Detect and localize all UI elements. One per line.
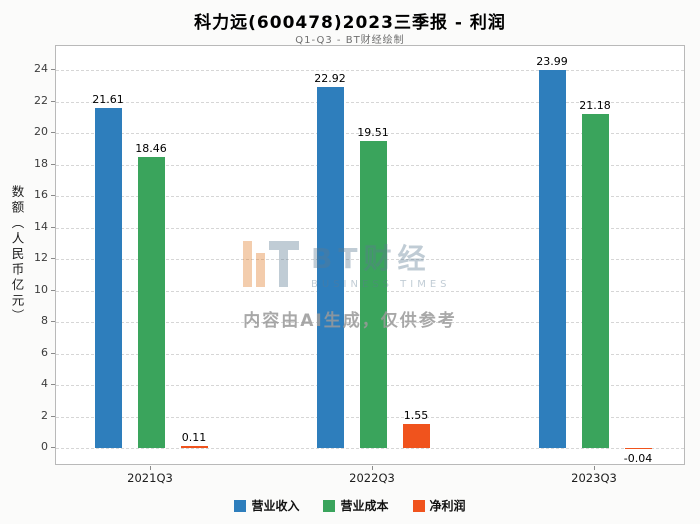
revenue-bar-2021Q3 — [94, 107, 122, 448]
legend-swatch-revenue-icon — [234, 499, 247, 512]
y-tick-label: 12 — [34, 251, 48, 264]
gridline — [56, 101, 684, 103]
x-tick-mark-icon — [150, 466, 151, 470]
x-tick-label: 2023Q3 — [571, 471, 617, 485]
y-tick-mark-icon — [51, 163, 55, 165]
y-tick-mark-icon — [51, 321, 55, 322]
bar-value-label: 21.18 — [579, 99, 611, 113]
y-tick-mark-icon — [51, 447, 55, 448]
y-tick-mark-icon — [51, 258, 55, 259]
bar-value-label: -0.04 — [623, 452, 653, 465]
net-profit-bar-2023Q3 — [624, 448, 652, 449]
bar-value-label: 1.55 — [403, 408, 429, 422]
y-tick-label: 2 — [41, 408, 48, 422]
y-tick-label: 10 — [34, 282, 48, 296]
legend-swatch-net-profit-icon — [412, 499, 425, 512]
y-tick-label: 8 — [41, 314, 48, 327]
x-tick-label: 2022Q3 — [349, 471, 395, 485]
legend-swatch-cost-icon — [323, 499, 336, 512]
gridline — [56, 70, 684, 71]
y-tick-mark-icon — [51, 415, 55, 417]
cost-bar-2023Q3 — [581, 114, 609, 448]
x-tick-label: 2021Q3 — [127, 471, 173, 485]
gridline — [56, 133, 684, 134]
y-tick-label: 0 — [41, 440, 48, 453]
y-tick-mark-icon — [51, 195, 55, 196]
cost-bar-2021Q3 — [137, 157, 165, 448]
legend-item-cost: 营业成本 — [323, 497, 389, 514]
bar-value-label: 19.51 — [357, 125, 389, 139]
y-tick-mark-icon — [51, 100, 55, 102]
legend-label-net-profit: 净利润 — [429, 499, 466, 513]
y-tick-mark-icon — [51, 226, 55, 228]
bar-value-label: 23.99 — [536, 55, 568, 69]
y-tick-label: 6 — [41, 345, 48, 359]
plot-area: 21.61 22.92 23.99 18.46 19.51 21.18 0.11 1.55 -0… — [55, 45, 685, 465]
legend: 营业收入 营业成本 净利润 — [0, 497, 700, 514]
bar-value-label: 22.92 — [314, 72, 346, 85]
chart-subtitle: Q1-Q3 - BT财经绘制 — [295, 35, 405, 46]
cost-bar-2022Q3 — [359, 140, 387, 448]
gridline — [56, 448, 684, 449]
y-tick-label: 18 — [34, 156, 48, 170]
revenue-bar-2022Q3 — [316, 87, 344, 448]
y-tick-label: 16 — [34, 188, 48, 201]
bar-value-label: 18.46 — [135, 142, 167, 156]
revenue-bar-2023Q3 — [538, 70, 566, 448]
y-tick-mark-icon — [51, 69, 55, 70]
y-tick-mark-icon — [51, 289, 55, 291]
legend-item-net-profit: 净利润 — [412, 497, 466, 514]
net-profit-bar-2022Q3 — [402, 423, 430, 448]
net-profit-bar-2021Q3 — [180, 446, 208, 448]
y-tick-label: 20 — [34, 125, 48, 138]
y-tick-mark-icon — [51, 384, 55, 385]
x-tick-mark-icon — [594, 466, 595, 470]
legend-item-revenue: 营业收入 — [234, 497, 299, 514]
chart-title: 科力远(600478)2023三季报 - 利润 — [194, 13, 506, 33]
bar-value-label: 0.11 — [181, 431, 207, 445]
y-tick-mark-icon — [51, 352, 55, 354]
bar-value-label: 21.61 — [92, 92, 124, 106]
y-tick-label: 4 — [41, 377, 48, 390]
y-axis-label-wrap: 数额（人民币亿元） — [4, 45, 30, 465]
y-tick-label: 14 — [34, 219, 48, 233]
legend-label-revenue: 营业收入 — [251, 499, 300, 513]
x-tick-mark-icon — [372, 466, 373, 470]
y-tick-label: 24 — [34, 62, 48, 75]
y-axis-label: 数额（人民币亿元） — [9, 185, 25, 325]
y-tick-mark-icon — [51, 132, 55, 133]
legend-label-cost: 营业成本 — [340, 499, 389, 513]
y-tick-label: 22 — [34, 93, 48, 107]
